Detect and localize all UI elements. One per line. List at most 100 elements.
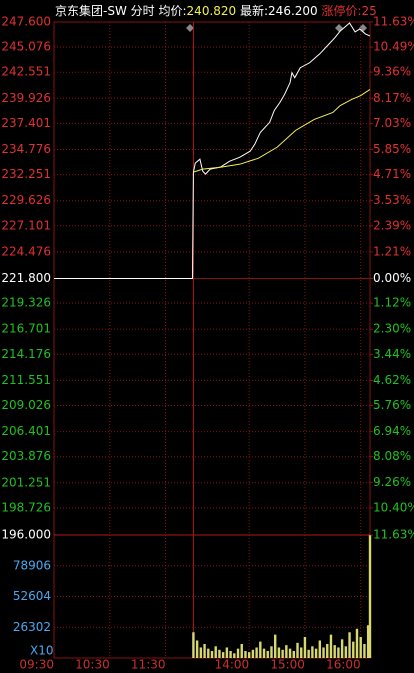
y-tick-label: 221.800 [1, 271, 51, 285]
price-line [193, 88, 371, 173]
y2-tick-label: 3.53% [373, 193, 411, 207]
volume-bar [318, 640, 322, 658]
volume-bar [259, 641, 262, 658]
volume-bar [262, 648, 266, 658]
x-tick-label: 15:00 [270, 658, 305, 672]
y2-tick-label: 0.00% [373, 271, 411, 285]
volume-bar [363, 643, 366, 658]
y2-tick-label: 4.71% [373, 167, 411, 181]
y-tick-label: 234.776 [1, 142, 51, 156]
y2-tick-label: 3.44% [373, 347, 411, 361]
y2-tick-label: 9.36% [373, 65, 411, 79]
volume-bar [251, 649, 255, 658]
y2-tick-label: 8.08% [373, 449, 411, 463]
marker [186, 24, 194, 32]
y-tick-label: 242.551 [1, 65, 51, 79]
volume-bar [333, 645, 336, 658]
volume-bar [195, 640, 199, 658]
x-tick-label: 09:30 [19, 658, 54, 672]
y-tick-label: 245.076 [1, 40, 51, 54]
volume-bar [247, 652, 251, 658]
volume-bar [352, 641, 355, 658]
y2-tick-label: 8.17% [373, 91, 411, 105]
y-tick-label: 237.401 [1, 116, 51, 130]
y-tick-label: 239.926 [1, 91, 51, 105]
volume-bar [270, 646, 273, 658]
limit-label: 涨停价:25 [322, 3, 377, 18]
y2-tick-label: 5.85% [373, 142, 411, 156]
volume-bar [300, 647, 303, 658]
last-price: 246.200 [268, 4, 318, 18]
volume-bar [340, 639, 344, 658]
y-tick-label: 247.600 [1, 15, 51, 29]
y2-tick-label: 9.26% [373, 475, 411, 489]
y-tick-label: 196.000 [1, 528, 51, 542]
volume-bar [266, 650, 269, 658]
y2-tick-label: 4.62% [373, 373, 411, 387]
volume-bar [199, 647, 203, 658]
y2-tick-label: 6.94% [373, 424, 411, 438]
x-tick-label: 11:30 [131, 658, 166, 672]
y2-tick-label: 1.12% [373, 296, 411, 310]
y-tick-label: 219.326 [1, 296, 51, 310]
y-tick-label: 198.726 [1, 500, 51, 514]
volume-bar [329, 634, 333, 658]
volume-bar [207, 648, 210, 658]
y2-tick-label: 2.39% [373, 218, 411, 232]
y2-tick-label: 10.40% [373, 500, 414, 514]
volume-bar [281, 649, 284, 658]
x-tick-label: 16:00 [326, 658, 361, 672]
volume-bar [285, 645, 288, 658]
y-tick-label: 209.026 [1, 398, 51, 412]
volume-bar [314, 648, 318, 658]
volume-bar [307, 649, 310, 658]
volume-bar [240, 643, 243, 658]
y2-tick-label: 5.76% [373, 398, 411, 412]
y-tick-label: 211.551 [1, 373, 51, 387]
y-tick-label: 216.701 [1, 322, 51, 336]
title: 京东集团-SW [55, 3, 127, 18]
volume-bar [218, 649, 221, 658]
y-tick-label: 52604 [13, 589, 51, 603]
y2-tick-label: 1.21% [373, 244, 411, 258]
y-tick-label: 229.626 [1, 193, 51, 207]
volume-bar [192, 632, 195, 658]
y-tick-label: 203.876 [1, 449, 51, 463]
volume-bar [214, 646, 217, 658]
avg-price: 240.820 [187, 4, 237, 18]
y-tick-label: 78906 [13, 558, 51, 572]
y2-tick-label: 7.03% [373, 116, 411, 130]
x-tick-label: 14:00 [215, 658, 250, 672]
last-label: 最新: [240, 3, 268, 18]
volume-bar [292, 650, 295, 658]
volume-bar [203, 643, 206, 658]
x-tick-label: 10:30 [75, 658, 110, 672]
volume-bar [288, 648, 292, 658]
volume-bar [225, 647, 229, 658]
y-tick-label: 232.251 [1, 167, 51, 181]
volume-bar [221, 652, 225, 658]
volume-bar [348, 632, 351, 658]
volume-bar [277, 647, 281, 658]
volume-bar [303, 636, 307, 658]
volume-bar [236, 648, 240, 658]
header: 京东集团-SW 分时 均价:240.820 最新:246.200 涨停价:25 [55, 3, 377, 18]
volume-bar [366, 625, 370, 658]
y2-tick-label: 2.30% [373, 322, 411, 336]
volume-bar [326, 643, 329, 658]
y-tick-label: 26302 [13, 620, 51, 634]
volume-bar [229, 650, 232, 658]
volume-bar [359, 636, 362, 658]
volume-bar [274, 634, 277, 658]
y-tick-label: 224.476 [1, 244, 51, 258]
y2-tick-label: 11.63% [373, 528, 414, 542]
price-line [54, 22, 371, 279]
avg-label: 均价: [159, 4, 187, 18]
volume-bar [337, 647, 340, 658]
volume-bar [322, 647, 325, 658]
subtitle: 分时 [131, 4, 155, 18]
volume-bar [233, 653, 236, 658]
